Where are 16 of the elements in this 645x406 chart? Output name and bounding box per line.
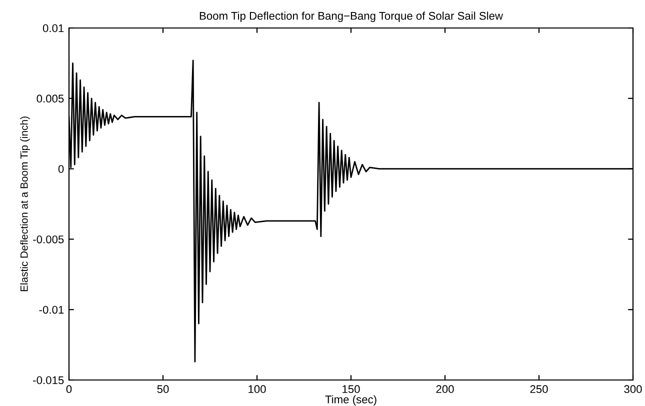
y-tick-label: -0.005 — [33, 235, 64, 244]
y-tick-label: -0.015 — [33, 376, 64, 384]
x-tick-label: 100 — [248, 385, 266, 394]
y-tick-label: 0 — [58, 165, 64, 173]
y-tick-label: 0.01 — [42, 24, 64, 32]
chart-title: Boom Tip Deflection for Bang−Bang Torque of Solar Sail Slew — [200, 12, 504, 22]
x-axis-title: Time (sec) — [325, 395, 376, 406]
x-tick-label: 300 — [624, 385, 642, 394]
x-tick-label: 250 — [530, 385, 548, 394]
x-tick-label: 0 — [66, 385, 72, 394]
x-tick-label: 150 — [342, 385, 360, 394]
x-tick-label: 50 — [157, 385, 169, 394]
y-tick-label: -0.01 — [39, 306, 64, 314]
y-axis-title: Elastic Deflection at a Boom Tip (inch) — [20, 116, 30, 292]
y-tick-label: 0.005 — [36, 94, 64, 103]
x-tick-label: 200 — [436, 385, 454, 394]
